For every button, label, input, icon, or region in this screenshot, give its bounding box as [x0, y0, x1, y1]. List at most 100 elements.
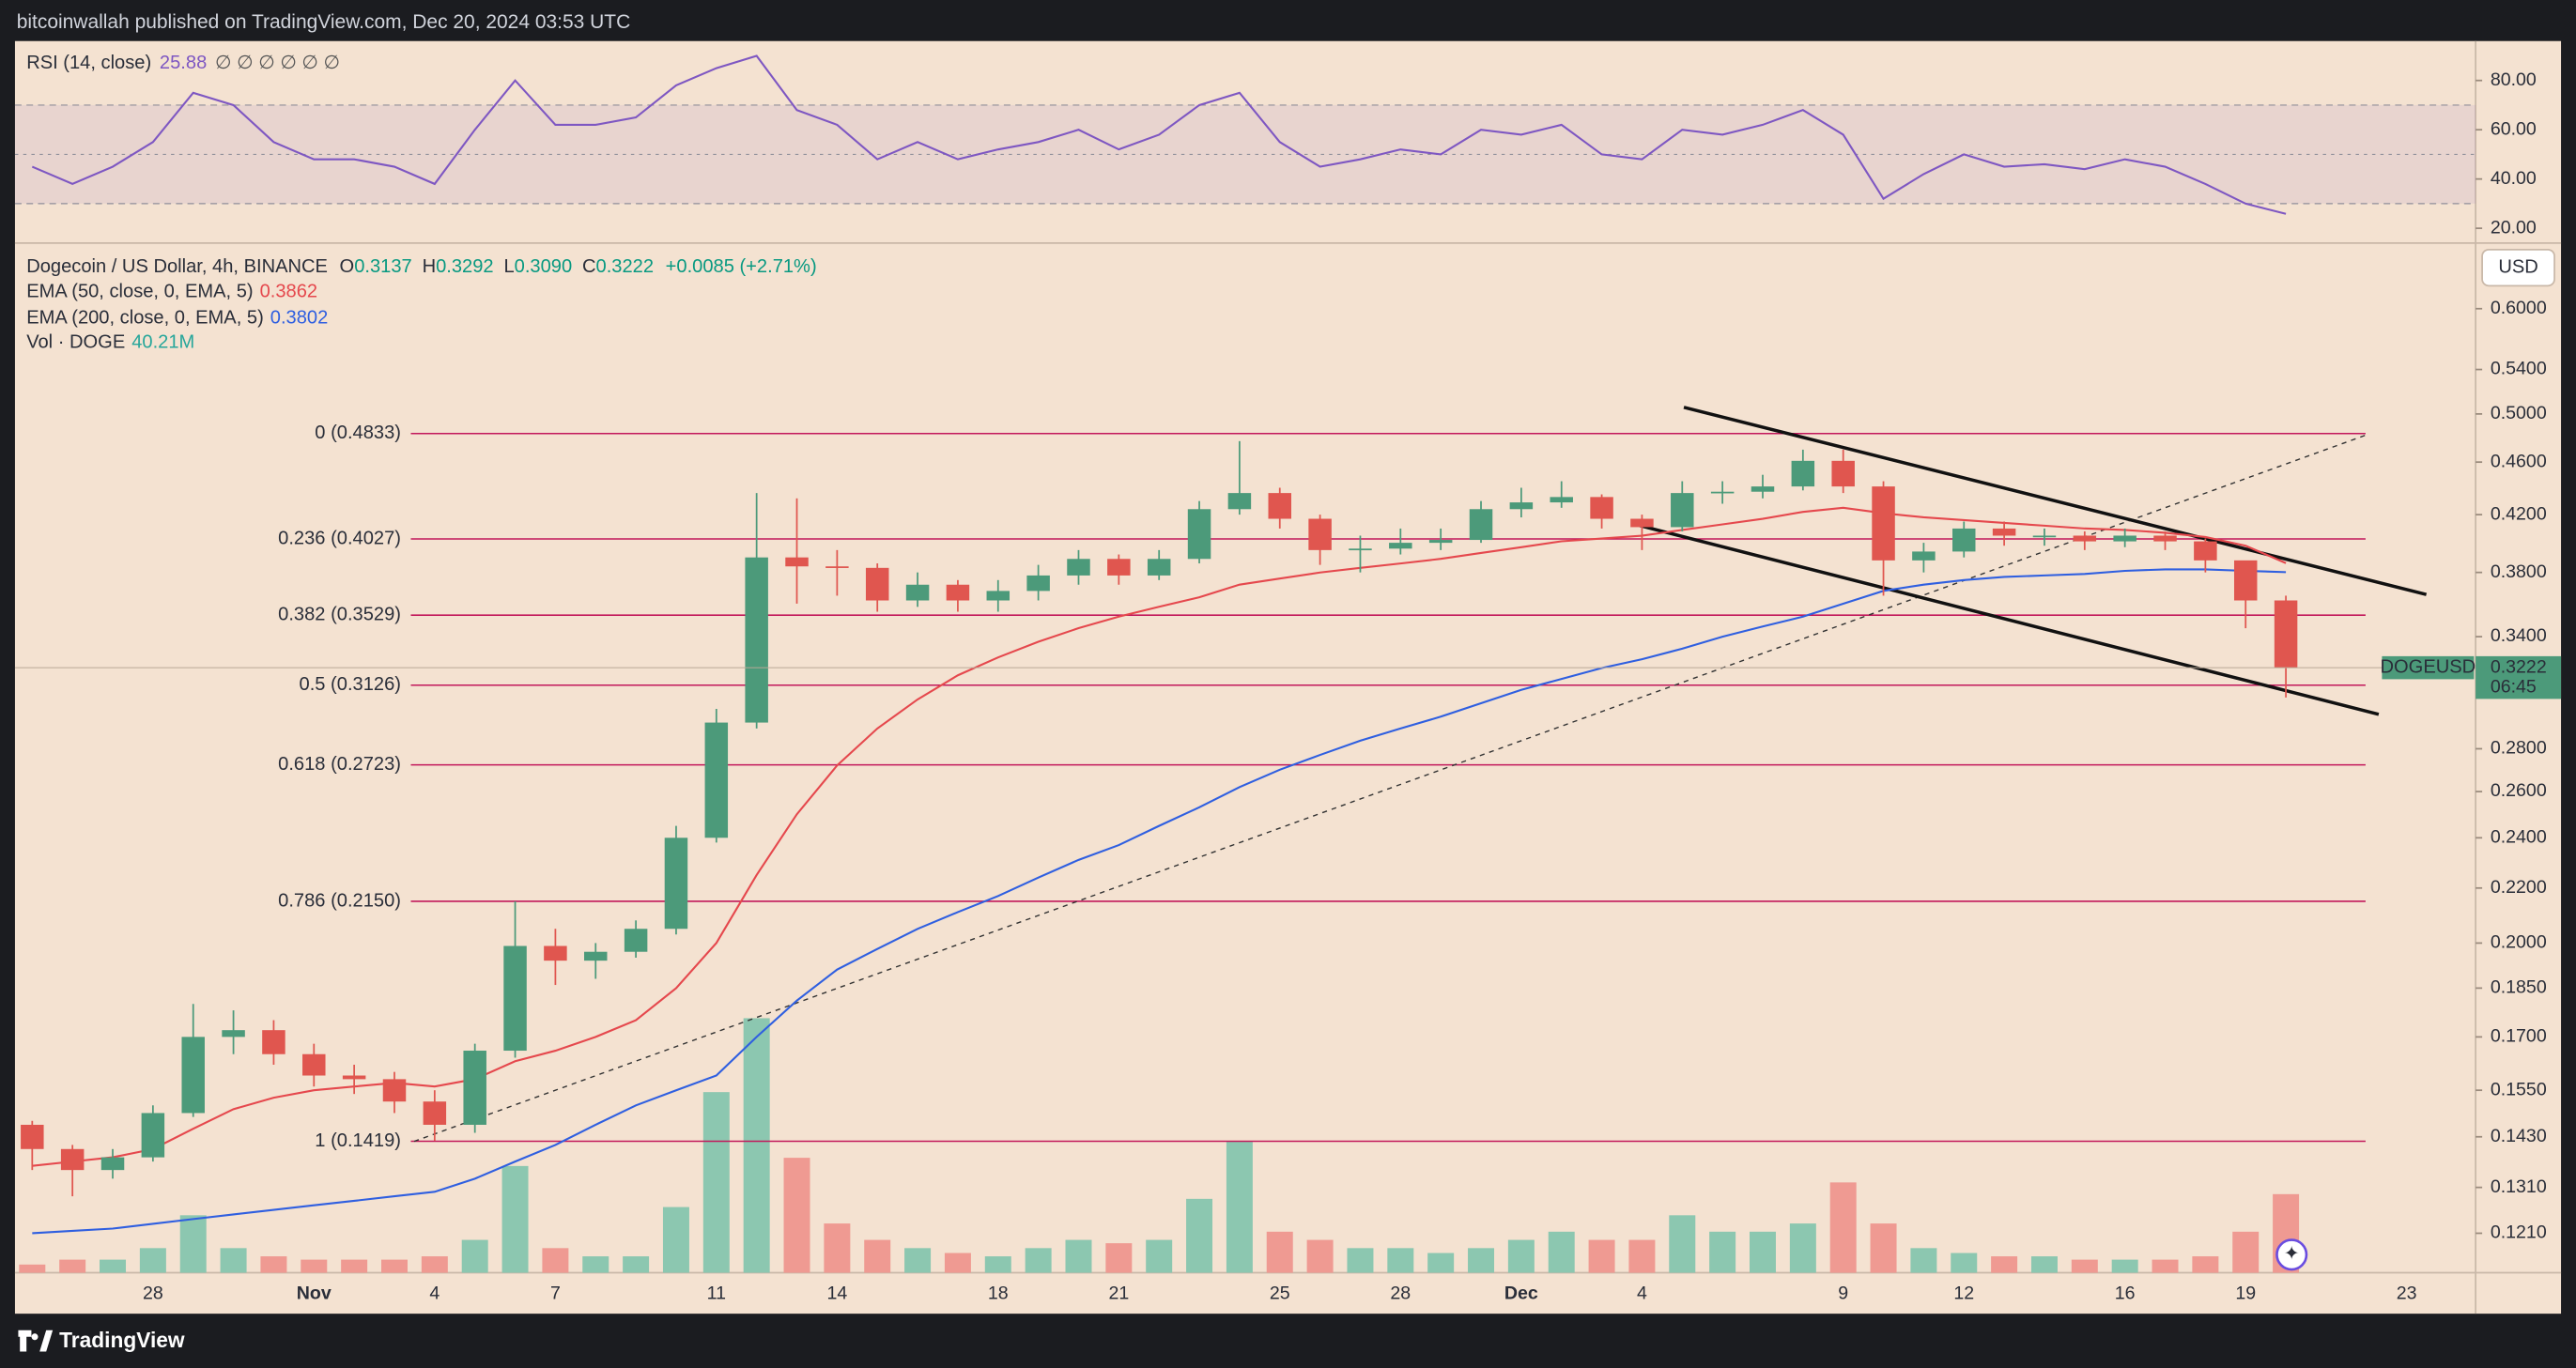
ema50-legend: EMA (50, close, 0, EMA, 5) 0.3862	[26, 282, 317, 302]
candle-body	[1187, 509, 1211, 560]
y-tick-label: 0.1850	[2491, 977, 2547, 998]
volume-bar	[2232, 1231, 2260, 1273]
candle-body	[2194, 541, 2217, 561]
rsi-inputs: ∅ ∅ ∅ ∅ ∅ ∅	[215, 54, 340, 74]
y-tick-label: 0.3800	[2491, 561, 2547, 582]
candle-body	[1227, 493, 1252, 510]
volume-bar	[904, 1248, 932, 1273]
candle-body	[1147, 559, 1171, 576]
volume-bar	[461, 1239, 488, 1273]
volume-bar	[1870, 1223, 1897, 1273]
channel-lower	[1639, 524, 2380, 716]
currency-label[interactable]: USD	[2498, 256, 2537, 277]
candle-body	[825, 566, 849, 568]
y-tick-label: 0.6000	[2491, 298, 2547, 318]
fib-label: 0.5 (0.3126)	[300, 674, 401, 695]
volume-bar	[380, 1259, 408, 1273]
candle-body	[2113, 535, 2136, 542]
candle-body	[1469, 509, 1493, 541]
legend-value: 0.3802	[270, 308, 329, 329]
candle-body	[262, 1030, 285, 1054]
ohlc-key: C	[582, 256, 596, 277]
candle-body	[1107, 559, 1131, 576]
volume-bar	[1669, 1215, 1696, 1273]
volume-bar	[220, 1248, 247, 1273]
volume-bar	[179, 1215, 207, 1273]
volume-bar	[1105, 1243, 1133, 1273]
currency-button[interactable]	[2481, 248, 2555, 287]
volume-bar	[2152, 1259, 2179, 1273]
countdown-label: 06:45	[2491, 676, 2537, 697]
candle-body	[141, 1113, 165, 1158]
volume-bar	[341, 1259, 368, 1273]
x-tick-label: 25	[1270, 1283, 1290, 1303]
y-tick-label: 0.5400	[2491, 359, 2547, 379]
footer-bar	[0, 1314, 2576, 1368]
candle-body	[1550, 497, 1573, 503]
candle-body	[463, 1051, 486, 1125]
ohlc-key: H	[423, 256, 437, 277]
ema-line	[32, 568, 2287, 1235]
candle-body	[1026, 575, 1050, 592]
candle-body	[905, 584, 930, 601]
change: +0.0085 (+2.71%)	[666, 256, 817, 277]
fib-retracement: 0 (0.4833) 0.236 (0.4027) 0.382 (0.3529) 0.…	[278, 423, 2366, 1151]
candle-body	[222, 1030, 245, 1038]
symbol-tag-label: DOGEUSD	[2381, 656, 2476, 677]
fib-label: 0 (0.4833)	[315, 423, 401, 443]
volume-bar	[1628, 1239, 1656, 1273]
volume-bar	[100, 1259, 127, 1273]
y-tick-label: 0.2200	[2491, 877, 2547, 898]
event-icon-glyph[interactable]: ✦	[2284, 1244, 2300, 1265]
volume-bar	[2030, 1256, 2058, 1273]
legend-name: EMA (200, close, 0, EMA, 5)	[26, 308, 264, 329]
x-tick-label: 23	[2397, 1283, 2417, 1303]
volume-legend: Vol · DOGE 40.21M	[26, 332, 194, 353]
trend-line	[413, 434, 2367, 1143]
rsi-pane: 80.00 60.00 40.00 20.00	[14, 54, 2537, 238]
ohlc-value: 0.3222	[596, 256, 655, 277]
symbol-tag	[2382, 655, 2475, 680]
candle-body	[1590, 497, 1613, 519]
drawings	[413, 406, 2428, 1143]
candle-body	[1992, 528, 2016, 536]
symbol-title: Dogecoin / US Dollar, 4h, BINANCE	[26, 256, 328, 277]
volume-bar	[19, 1264, 46, 1273]
candle-body	[624, 929, 648, 952]
x-tick-label: 28	[143, 1283, 163, 1303]
price-tag	[2476, 655, 2562, 699]
x-tick-label: 7	[550, 1283, 561, 1303]
volume-bar	[542, 1248, 569, 1273]
candle-body	[664, 838, 688, 930]
volume-bar	[1749, 1231, 1776, 1273]
volume-bar	[1387, 1248, 1414, 1273]
rsi-band	[14, 104, 2476, 204]
x-tick-label: 12	[1953, 1283, 1974, 1303]
legend-value: 0.3862	[260, 282, 318, 302]
y-tick-label: 0.2000	[2491, 932, 2547, 953]
volume-bar	[623, 1256, 650, 1273]
candle-body	[2032, 535, 2057, 538]
volume-layer	[19, 1018, 2300, 1273]
x-tick-label: Dec	[1504, 1283, 1538, 1303]
x-tick-label: 21	[1108, 1283, 1129, 1303]
y-tick-label: 0.1430	[2491, 1126, 2547, 1146]
symbol-legend: Dogecoin / US Dollar, 4h, BINANCE O0.313…	[26, 256, 816, 277]
event-icon[interactable]	[2275, 1238, 2308, 1271]
candle-body	[1710, 491, 1735, 494]
y-tick-label: 0.1210	[2491, 1222, 2547, 1243]
candle-body	[946, 584, 970, 601]
volume-bar	[1548, 1231, 1575, 1273]
volume-bar	[2192, 1256, 2219, 1273]
candle-body	[745, 557, 768, 723]
x-tick-label: 4	[429, 1283, 440, 1303]
x-tick-label: 11	[707, 1283, 726, 1303]
candle-body	[704, 722, 729, 838]
brand-logo	[18, 1330, 54, 1352]
volume-bar	[743, 1018, 770, 1273]
y-tick-label: 0.4600	[2491, 451, 2547, 471]
candle-body	[1872, 486, 1895, 561]
fib-label: 0.618 (0.2723)	[278, 754, 401, 775]
volume-bar	[1468, 1248, 1495, 1273]
volume-bar	[1427, 1253, 1455, 1273]
